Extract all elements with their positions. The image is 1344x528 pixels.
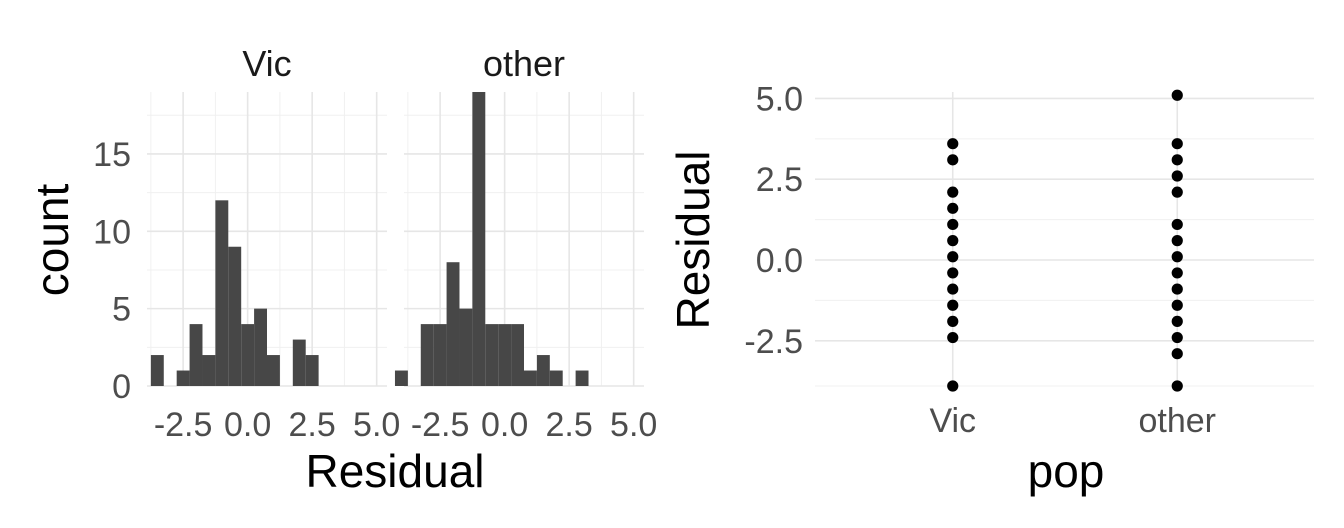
x-tick-label: 5.0 bbox=[610, 406, 657, 444]
scatter-point bbox=[947, 138, 959, 150]
histogram-bar bbox=[292, 339, 306, 386]
y-axis-title: count bbox=[26, 184, 78, 297]
scatter-point bbox=[947, 283, 959, 295]
x-tick-label: 5.0 bbox=[353, 406, 400, 444]
facet-strip-label: other bbox=[483, 43, 565, 84]
scatter-point bbox=[1171, 154, 1183, 166]
scatter-point bbox=[947, 186, 959, 198]
scatter-point bbox=[947, 154, 959, 166]
histogram-bar bbox=[215, 200, 229, 386]
histogram-bar bbox=[420, 324, 434, 386]
y-tick-label: 5 bbox=[112, 291, 131, 329]
scatter-point bbox=[1171, 218, 1183, 231]
y-tick-label: 0.0 bbox=[756, 242, 803, 280]
histogram-bar bbox=[433, 324, 447, 386]
histogram-bar bbox=[498, 324, 512, 386]
y-tick-label: 15 bbox=[93, 136, 131, 174]
scatter-point bbox=[947, 267, 959, 279]
y-tick-label: 10 bbox=[93, 213, 131, 251]
scatter-point bbox=[1171, 138, 1183, 150]
scatter-point bbox=[1171, 315, 1183, 327]
histogram-bar bbox=[202, 355, 216, 386]
histogram-bar bbox=[254, 308, 267, 386]
histogram-bar bbox=[472, 92, 486, 386]
scatter-point bbox=[1171, 89, 1183, 101]
scatter-point bbox=[1171, 251, 1183, 263]
x-tick-label: other bbox=[1139, 402, 1217, 440]
x-tick-label: -2.5 bbox=[411, 406, 470, 444]
y-axis-title: Residual bbox=[667, 151, 719, 330]
histogram-bar bbox=[524, 370, 537, 386]
scatter-point bbox=[947, 251, 959, 263]
histogram-facet-0: Vic -2.5 0.0 2.5 5.0 bbox=[147, 43, 400, 444]
y-tick-label: 2.5 bbox=[756, 161, 803, 199]
scatter-point bbox=[947, 235, 959, 247]
histogram-facet-1: other -2.5 0.0 2.5 5.0 bbox=[394, 43, 657, 444]
y-tick-label: 5.0 bbox=[756, 80, 803, 118]
histogram-bar bbox=[394, 370, 408, 386]
histogram-bar bbox=[459, 308, 473, 386]
histogram-panel: Vic -2.5 0.0 2.5 5.0 other -2.5 0.0 2.5 5.0 0 5 10 15… bbox=[26, 43, 657, 497]
x-tick-label: 2.5 bbox=[546, 406, 593, 444]
scatter-point bbox=[1171, 299, 1183, 311]
x-tick-label: 0.0 bbox=[224, 406, 271, 444]
histogram-bar bbox=[446, 262, 460, 386]
scatter-panel: -2.5 0.0 2.5 5.0 Vic other pop Residual bbox=[667, 80, 1314, 497]
scatter-point bbox=[947, 218, 959, 231]
histogram-bar bbox=[536, 355, 550, 386]
x-axis-title: Residual bbox=[306, 445, 485, 497]
scatter-point bbox=[947, 380, 959, 392]
histogram-bar bbox=[511, 324, 524, 386]
histogram-bar bbox=[305, 355, 319, 386]
x-tick-label: 0.0 bbox=[481, 406, 528, 444]
scatter-point bbox=[947, 331, 959, 344]
histogram-bar bbox=[150, 355, 164, 386]
histogram-bar bbox=[241, 324, 255, 386]
scatter-point bbox=[1171, 331, 1183, 344]
histogram-bar bbox=[176, 370, 190, 386]
scatter-point bbox=[947, 299, 959, 311]
histogram-bar bbox=[189, 324, 203, 386]
facet-strip-label: Vic bbox=[242, 43, 291, 84]
x-tick-label: Vic bbox=[929, 402, 976, 440]
histogram-bar bbox=[549, 370, 563, 386]
scatter-point bbox=[1171, 283, 1183, 295]
scatter-point bbox=[1171, 380, 1183, 392]
scatter-point bbox=[1171, 170, 1183, 182]
scatter-point bbox=[1171, 348, 1183, 360]
scatter-point bbox=[947, 315, 959, 327]
histogram-bar bbox=[267, 355, 280, 386]
scatter-point bbox=[1171, 235, 1183, 247]
y-tick-label: 0 bbox=[112, 368, 131, 406]
scatter-point bbox=[947, 202, 959, 214]
x-tick-label: 2.5 bbox=[289, 406, 336, 444]
x-axis-title: pop bbox=[1028, 445, 1105, 497]
y-tick-label: -2.5 bbox=[744, 323, 803, 361]
histogram-bar bbox=[485, 324, 499, 386]
scatter-point bbox=[1171, 186, 1183, 198]
scatter-point bbox=[1171, 267, 1183, 279]
histogram-bar bbox=[575, 370, 589, 386]
histogram-bar bbox=[228, 246, 242, 386]
x-tick-label: -2.5 bbox=[154, 406, 213, 444]
